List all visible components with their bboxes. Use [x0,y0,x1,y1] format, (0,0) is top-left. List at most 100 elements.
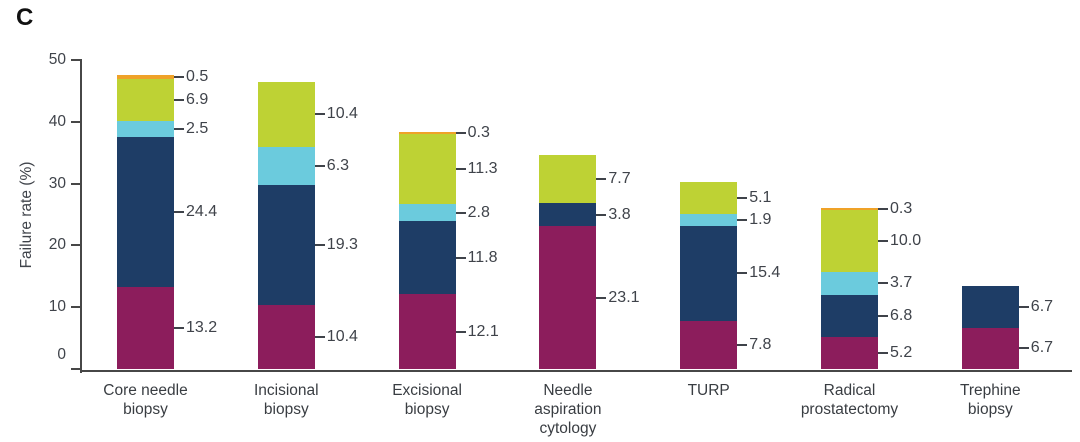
value-leader-dash [737,272,748,275]
y-tick-label: 30 [48,174,66,192]
bar-segment-series-2-navy [257,185,315,305]
bar-segment-series-4-green [257,82,315,147]
value-leader-dash [455,168,466,171]
y-tick-mark [71,59,80,61]
bar-segment-series-4-green [539,155,597,203]
value-leader-dash [174,211,184,214]
value-label: 12.1 [467,322,499,340]
value-label: 7.7 [608,169,631,187]
bar-segment-series-3-cyan [821,271,878,295]
bar-segment-series-2-navy [117,136,174,288]
bar-segment-series-1-magenta [961,327,1019,369]
bar-segment-series-1-magenta [821,336,878,369]
category-label: Incisional biopsy [253,382,319,418]
panel-label: C [16,4,34,31]
bar-segment-series-4-green [821,210,878,272]
value-leader-dash [455,132,466,135]
value-label: 0.3 [467,124,490,142]
bar-segment-series-1-magenta [117,287,174,369]
value-leader-dash [596,177,607,180]
value-leader-dash [878,314,888,317]
value-leader-dash [1018,347,1029,350]
bar-segment-series-4-green [398,134,456,204]
value-label: 10.4 [326,105,358,123]
value-label: 0.5 [186,67,209,85]
value-label: 3.7 [890,274,913,292]
bar-segment-series-2-navy [680,225,738,321]
y-tick-mark [71,368,80,370]
category-label: Excisional biopsy [392,382,462,418]
y-tick-mark [71,120,80,123]
category-label: Core needle biopsy [103,382,188,418]
value-leader-dash [878,351,888,354]
value-label: 11.3 [467,160,498,178]
value-leader-dash [737,197,748,200]
value-leader-dash [174,98,184,101]
value-label: 13.2 [186,319,218,337]
value-label: 1.9 [749,210,772,228]
value-label: 6.7 [1030,339,1054,357]
value-leader-dash [737,218,748,221]
value-leader-dash [314,335,325,338]
bar-segment-series-4-green [680,182,738,214]
y-tick-label: 0 [57,346,66,363]
bar-segment-series-3-cyan [257,146,315,186]
bar-segment-series-2-navy [821,294,878,337]
y-tick-label: 20 [48,236,66,254]
value-label: 7.8 [749,335,772,353]
value-label: 5.2 [890,343,913,361]
value-label: 24.4 [186,203,218,221]
value-label: 6.7 [1030,297,1054,315]
bar-segment-series-5-orange [821,208,878,211]
y-tick-label: 10 [48,298,66,316]
value-label: 15.4 [749,264,781,282]
value-label: 11.8 [467,248,498,266]
y-tick-label: 40 [48,112,66,130]
value-leader-dash [455,211,466,214]
value-leader-dash [174,327,184,330]
value-leader-dash [596,296,607,299]
value-label: 6.3 [326,156,350,174]
category-label: Needle aspiration cytology [534,382,602,437]
x-axis-line [80,370,1072,372]
category-label: Trephine biopsy [959,382,1021,418]
category-label: TURP [687,382,730,399]
bar-segment-series-3-cyan [680,213,738,226]
bar-segment-series-2-navy [961,286,1019,328]
value-leader-dash [878,208,888,211]
value-leader-dash [174,127,184,130]
value-leader-dash [455,330,466,333]
bar-segment-series-3-cyan [398,203,456,222]
value-leader-dash [878,240,888,243]
value-label: 0.3 [890,200,913,218]
value-leader-dash [314,244,325,247]
value-label: 3.8 [608,205,631,223]
value-label: 6.9 [186,90,209,108]
y-tick-mark [71,244,80,247]
value-label: 2.8 [467,203,490,221]
bar-segment-series-2-navy [539,202,597,227]
bar-segment-series-1-magenta [398,294,456,369]
bar-segment-series-3-cyan [117,121,174,137]
value-leader-dash [314,164,325,167]
value-leader-dash [596,213,607,216]
bar-segment-series-1-magenta [257,304,315,369]
value-label: 6.8 [890,306,913,324]
value-label: 10.4 [326,327,358,345]
value-leader-dash [1018,305,1029,308]
bar-segment-series-5-orange [398,132,456,135]
value-label: 2.5 [186,119,209,137]
bar-segment-series-1-magenta [680,320,738,369]
bar-segment-series-4-green [117,78,174,122]
y-axis-line [80,59,82,373]
value-leader-dash [737,343,748,346]
y-tick-mark [71,306,80,309]
value-leader-dash [314,113,325,116]
y-tick-mark [71,182,80,185]
bar-segment-series-5-orange [117,75,174,79]
value-leader-dash [878,282,888,285]
value-label: 5.1 [749,189,772,207]
bar-segment-series-2-navy [398,221,456,295]
category-label: Radical prostatectomy [800,382,899,418]
